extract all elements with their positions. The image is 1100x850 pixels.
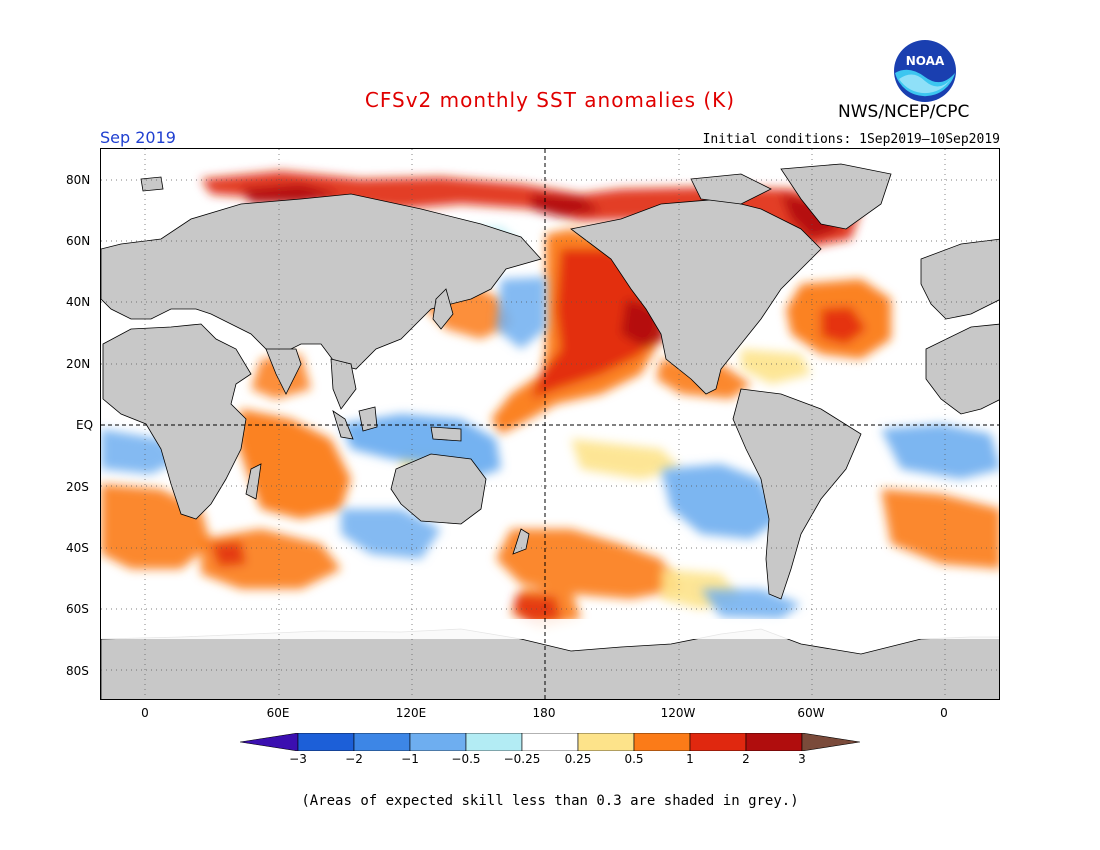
colorbar-bin-5 <box>521 733 579 751</box>
colorbar-bin-3 <box>409 733 467 751</box>
lon-label-0-east: 0 <box>940 706 948 720</box>
colorbar-bin-2 <box>353 733 411 751</box>
colorbar-label: 0.25 <box>564 752 592 766</box>
lat-label-60s: 60S <box>66 602 89 616</box>
north-pacific-cool <box>496 277 546 349</box>
map-title: CFSv2 monthly SST anomalies (K) <box>364 88 736 112</box>
lat-label-20n: 20N <box>66 357 91 371</box>
southern-ocean-red <box>211 541 561 624</box>
australia <box>390 453 487 525</box>
colorbar-low-arrow <box>240 733 299 751</box>
lon-label-120e: 120E <box>395 706 427 720</box>
colorbar-label: 3 <box>798 752 806 766</box>
new-guinea <box>430 426 462 442</box>
lat-label-80s: 80S <box>66 664 89 678</box>
forecast-month: Sep 2019 <box>100 128 176 147</box>
lon-label-0: 0 <box>141 706 149 720</box>
japan <box>432 288 454 330</box>
colorbar <box>240 733 860 751</box>
southern-ocean-cool <box>341 509 801 619</box>
indian-ocean-warm <box>236 409 351 519</box>
eurasia <box>101 193 542 370</box>
colorbar-label: −1 <box>401 752 419 766</box>
arctic-warm-core <box>241 184 841 239</box>
antarctica <box>101 628 999 699</box>
skill-footnote: (Areas of expected skill less than 0.3 a… <box>301 793 799 809</box>
colorbar-bin-8 <box>689 733 747 751</box>
lon-label-120w: 120W <box>660 706 696 720</box>
south-atlantic-warm <box>101 484 999 569</box>
colorbar-label: −2 <box>345 752 363 766</box>
svalbard <box>140 176 164 192</box>
colorbar-high-arrow <box>801 733 860 751</box>
colorbar-label: −0.25 <box>503 752 541 766</box>
sst-anomaly-map <box>100 148 1000 700</box>
india <box>265 348 302 395</box>
lat-label-20s: 20S <box>66 480 89 494</box>
colorbar-bin-7 <box>633 733 691 751</box>
arctic-warm-band <box>201 171 861 249</box>
antarctic-low-skill-band <box>101 619 999 639</box>
colorbar-label: −3 <box>289 752 307 766</box>
colorbar-bin-4 <box>465 733 523 751</box>
lat-label-40n: 40N <box>66 295 91 309</box>
n-atlantic-core <box>821 307 866 344</box>
colorbar-bin-9 <box>745 733 803 751</box>
colorbar-bin-6 <box>577 733 635 751</box>
lat-label-eq: EQ <box>76 418 94 432</box>
initial-conditions: Initial conditions: 1Sep2019—10Sep2019 <box>702 132 1000 147</box>
lat-label-40s: 40S <box>66 541 89 555</box>
lon-label-60w: 60W <box>797 706 825 720</box>
noaa-logo: NOAA <box>894 40 956 102</box>
central-pacific-south-cool <box>661 464 781 539</box>
europe-east-edge <box>920 238 999 320</box>
logo-text: NOAA <box>906 54 945 68</box>
lon-label-180: 180 <box>532 706 556 720</box>
lon-label-60e: 60E <box>266 706 290 720</box>
indochina <box>330 358 357 410</box>
ne-pacific-core <box>531 249 656 399</box>
lat-gridlines <box>101 179 999 671</box>
tropical-atlantic-cool <box>881 424 999 479</box>
lon-gridlines <box>144 149 946 699</box>
agency-label: NWS/NCEP/CPC <box>838 102 970 122</box>
lat-label-80n: 80N <box>66 173 91 187</box>
colorbar-label: 0.5 <box>624 752 644 766</box>
lat-label-60n: 60N <box>66 234 91 248</box>
africa <box>102 323 252 520</box>
colorbar-label: −0.5 <box>451 752 481 766</box>
greenland <box>780 163 892 230</box>
canadian-archipelago <box>690 173 772 205</box>
africa-east-edge <box>925 323 999 415</box>
map-canvas <box>101 149 999 699</box>
madagascar <box>245 463 262 500</box>
colorbar-label: 1 <box>686 752 694 766</box>
colorbar-label: 2 <box>742 752 750 766</box>
south-america <box>732 388 862 600</box>
land-masses <box>101 163 999 699</box>
colorbar-bin-1 <box>297 733 355 751</box>
